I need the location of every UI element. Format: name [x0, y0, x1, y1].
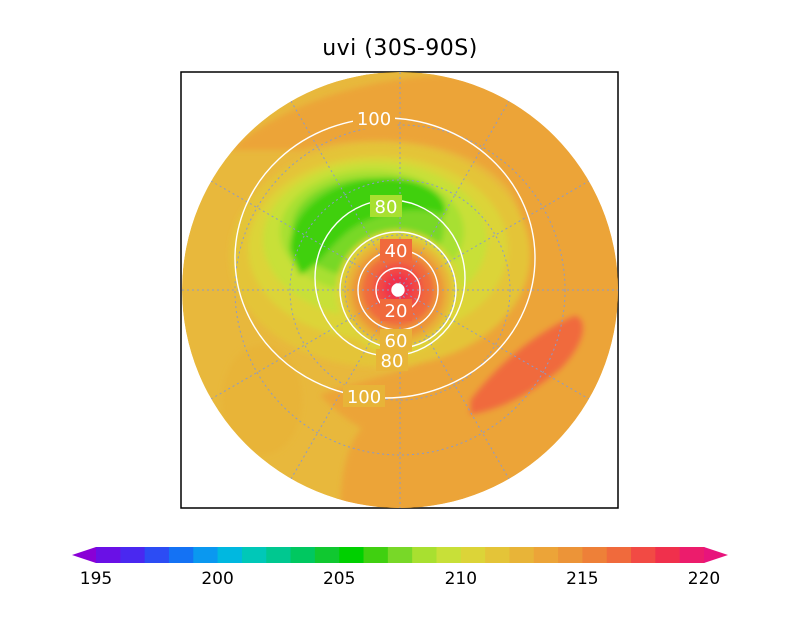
colorbar-box — [655, 547, 681, 563]
colorbar-box — [631, 547, 656, 563]
contour-labels: 100 80 40 20 60 80 100 — [347, 109, 408, 408]
colorbar-box — [485, 547, 510, 563]
contour-label: 80 — [381, 351, 404, 372]
colorbar-box — [120, 547, 146, 563]
colorbar-box — [558, 547, 583, 563]
contour-label: 60 — [385, 331, 408, 352]
colorbar-box — [582, 547, 608, 563]
colorbar-box — [96, 547, 121, 563]
colorbar-tick-label: 215 — [566, 569, 598, 589]
colorbar-box — [412, 547, 437, 563]
colorbar-tick-label: 205 — [323, 569, 355, 589]
latitude-circle — [289, 179, 511, 401]
colorbar-box — [606, 547, 632, 563]
contour-label: 100 — [357, 109, 391, 130]
colorbar-tick-label: 195 — [80, 569, 112, 589]
colorbar-box — [509, 547, 535, 563]
contour-label: 40 — [385, 241, 408, 262]
colorbar-box — [266, 547, 292, 563]
latitude-circle — [234, 124, 566, 456]
contour-label: 100 — [347, 387, 381, 408]
contour-label: 20 — [385, 301, 408, 322]
colorbar-box — [679, 547, 705, 563]
colorbar-box — [387, 547, 413, 563]
colorbar-box — [290, 547, 316, 563]
colorbar-box — [193, 547, 219, 563]
fill-region-west-orange — [222, 345, 302, 455]
colorbar-box — [144, 547, 170, 563]
colorbar-tick-label: 200 — [201, 569, 233, 589]
colorbar-max-triangle — [704, 547, 728, 563]
colorbar-box — [363, 547, 389, 563]
colorbar-box — [314, 547, 340, 563]
colorbar-box — [241, 547, 267, 563]
colorbar-tick-label: 220 — [688, 569, 720, 589]
colorbar-box — [460, 547, 486, 563]
colorbar-box — [533, 547, 559, 563]
colorbar-box — [436, 547, 462, 563]
contour-pole — [391, 283, 405, 297]
colorbar-box — [168, 547, 194, 563]
fill-region-southeast-blob — [470, 315, 584, 415]
colorbar-min-triangle — [72, 547, 96, 563]
contour-label: 80 — [375, 197, 398, 218]
colorbar-box — [339, 547, 365, 563]
colorbar-box — [217, 547, 243, 563]
chart-title: uvi (30S-90S) — [322, 36, 478, 61]
contour-label-backgrounds — [343, 107, 412, 407]
colorbar-tick-label: 210 — [445, 569, 477, 589]
